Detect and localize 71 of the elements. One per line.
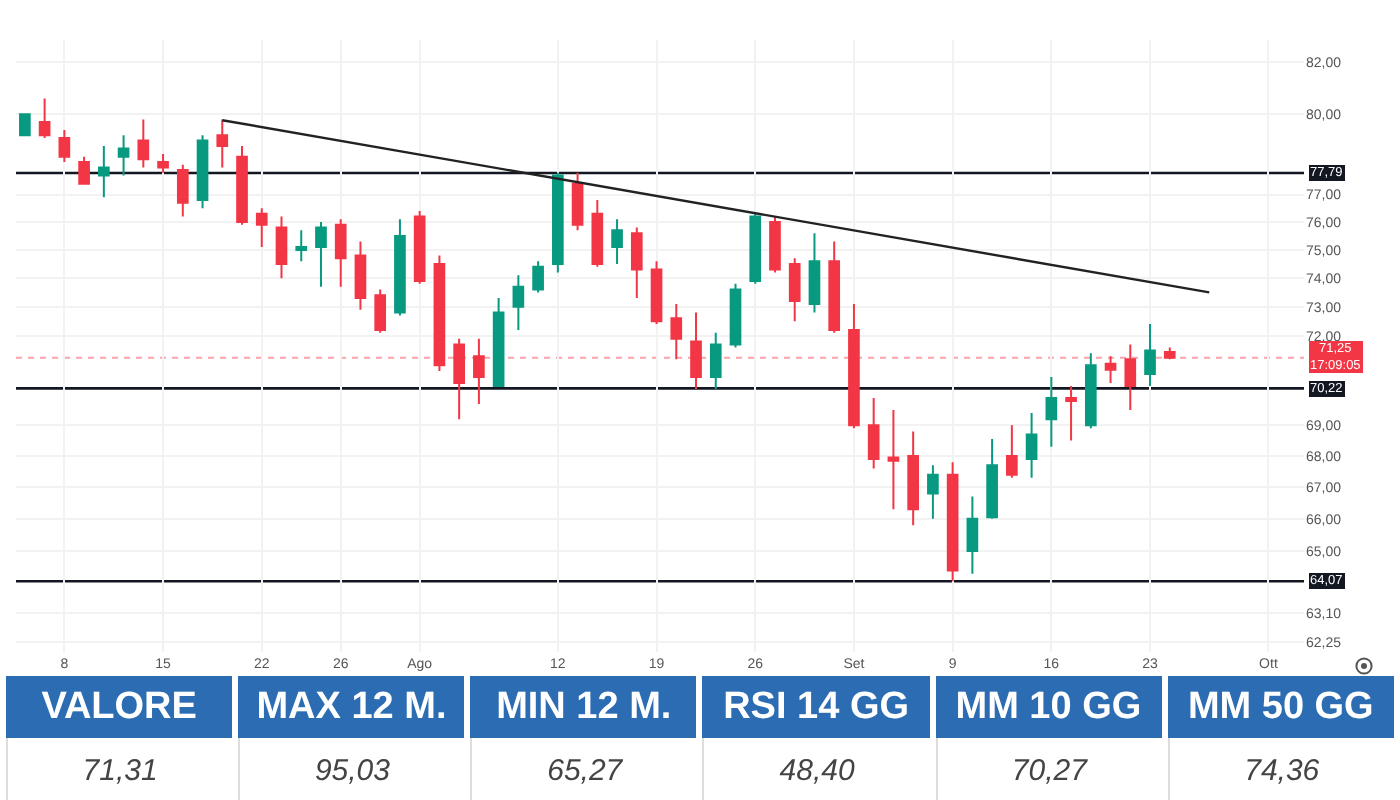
candlestick <box>492 297 505 388</box>
candlestick <box>394 218 406 317</box>
candlestick <box>216 118 229 169</box>
candlestick <box>1163 346 1176 361</box>
candlestick <box>19 113 31 137</box>
candlestick <box>907 430 919 527</box>
candlestick <box>38 97 51 139</box>
category-label: MAX 12 M. <box>238 676 465 738</box>
candlestick <box>255 207 268 249</box>
candlestick <box>966 495 979 575</box>
candlestick <box>473 337 485 406</box>
candlestick <box>1065 385 1077 442</box>
candlestick <box>848 302 860 430</box>
candlestick <box>196 134 209 210</box>
candlestick <box>334 218 347 288</box>
text: 65,27 <box>547 753 623 787</box>
candlestick <box>946 461 959 583</box>
candlestick <box>1104 355 1117 385</box>
candlestick <box>275 215 288 280</box>
text: 48,40 <box>779 753 855 787</box>
candlestick <box>788 257 801 323</box>
candlestick <box>78 155 90 185</box>
candlestick <box>1006 424 1018 479</box>
candlestick <box>374 288 387 334</box>
category-label: VALORE <box>6 676 233 738</box>
candlestick <box>571 171 584 232</box>
candlestick <box>650 260 663 326</box>
candlestick <box>137 118 150 169</box>
candlestick <box>512 274 525 331</box>
text: 71,31 <box>82 753 158 787</box>
candlestick <box>690 311 702 391</box>
candlestick <box>295 229 308 263</box>
candlestick <box>98 144 110 199</box>
candlestick <box>413 210 426 285</box>
candlestick <box>769 215 781 274</box>
candlestick <box>630 226 643 300</box>
category-label: MIN 12 M. <box>470 676 697 738</box>
candlestick <box>670 302 683 361</box>
candlestick <box>453 337 465 421</box>
candlestick <box>611 218 623 265</box>
text: 70,27 <box>1011 753 1087 787</box>
candlestick <box>808 232 821 314</box>
candlestick <box>1025 412 1038 479</box>
candlestick <box>1084 352 1097 430</box>
candlestick <box>927 464 939 520</box>
category-label: RSI 14 GG <box>702 676 930 738</box>
candlestick <box>58 128 71 163</box>
text: 74,36 <box>1244 753 1320 787</box>
candlestick <box>887 409 900 511</box>
candlestick <box>157 152 169 174</box>
text: 95,03 <box>314 753 390 787</box>
candlestick <box>729 282 742 349</box>
candlestick <box>591 199 604 268</box>
candlestick <box>1124 343 1137 412</box>
candlestick <box>828 240 841 334</box>
candlestick <box>709 331 722 391</box>
candlestick <box>433 254 446 373</box>
candlestick <box>749 212 762 285</box>
candlestick <box>867 397 880 470</box>
candlestick <box>986 438 998 520</box>
candlestick <box>236 144 248 226</box>
candlestick <box>552 171 564 274</box>
candlestick <box>176 163 189 218</box>
category-label: MM 50 GG <box>1167 676 1394 738</box>
candlestick <box>1144 323 1156 388</box>
candlestick <box>354 240 367 311</box>
category-label: MM 10 GG <box>935 676 1162 738</box>
candlestick <box>315 221 327 288</box>
candlestick <box>1045 376 1058 448</box>
candlestick <box>117 134 130 177</box>
candlestick <box>532 260 544 294</box>
